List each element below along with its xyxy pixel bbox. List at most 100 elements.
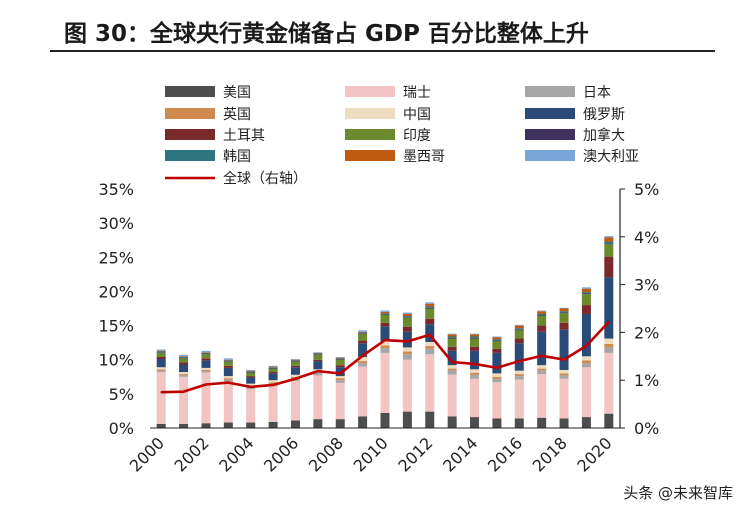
bar-segment-2010 [380, 310, 390, 312]
bar-segment-2002 [201, 372, 211, 424]
bar-segment-2006 [290, 359, 300, 361]
bar-segment-2005 [268, 367, 278, 368]
bar-segment-2020 [604, 352, 614, 414]
bar-segment-2018 [559, 308, 569, 312]
bar-segment-2002 [201, 354, 211, 359]
bar-segment-2012 [425, 354, 435, 412]
bar-segment-2007 [313, 353, 323, 355]
bar-segment-2010 [380, 326, 390, 342]
x-tick-label: 2012 [394, 433, 436, 475]
bar-segment-2002 [201, 423, 211, 428]
bar-segment-2017 [537, 316, 547, 326]
bar-segment-2009 [358, 363, 368, 367]
bar-segment-2015 [492, 382, 502, 419]
legend-swatch [165, 108, 215, 119]
bar-segment-2009 [358, 356, 368, 362]
bar-segment-2016 [514, 330, 524, 339]
bar-segment-2008 [335, 356, 345, 358]
bar-segment-2011 [402, 316, 412, 318]
bar-segment-2001 [179, 356, 189, 358]
bar-segment-2008 [335, 367, 345, 377]
bar-segment-2015 [492, 336, 502, 338]
bar-segment-2006 [290, 420, 300, 428]
bar-segment-2000 [156, 352, 166, 353]
bar-segment-2001 [179, 376, 189, 424]
bar-segment-2013 [447, 346, 457, 351]
bar-segment-2010 [380, 412, 390, 428]
bar-segment-2015 [492, 341, 502, 349]
bar-segment-2002 [201, 352, 211, 353]
bar-segment-2013 [447, 370, 457, 375]
bar-segment-2008 [335, 382, 345, 420]
bar-segment-2005 [268, 366, 278, 368]
bar-segment-2001 [179, 354, 189, 357]
bar-segment-2007 [313, 361, 323, 370]
bar-segment-2012 [425, 306, 435, 308]
bar-segment-2019 [581, 293, 591, 295]
bar-segment-2014 [470, 337, 480, 339]
bar-segment-2020 [604, 243, 614, 245]
legend-swatch [165, 129, 215, 140]
bar-segment-2000 [156, 356, 166, 360]
bar-segment-2009 [358, 333, 368, 341]
bar-segment-2013 [447, 368, 457, 371]
legend-label: 日本 [583, 85, 611, 101]
left-axis-tick-label: 25% [98, 248, 134, 267]
global-line-point-2009 [361, 355, 364, 357]
x-tick-label: 2006 [260, 433, 302, 475]
bar-segment-2013 [447, 334, 457, 337]
global-line-point-2015 [496, 366, 498, 369]
right-axis-tick-label: 1% [634, 371, 659, 390]
bar-segment-2012 [425, 307, 435, 309]
bar-segment-2014 [470, 369, 480, 373]
bar-segment-2016 [514, 343, 524, 371]
bar-segment-2018 [559, 312, 569, 314]
bar-segment-2016 [514, 324, 524, 326]
bar-segment-2011 [402, 326, 412, 332]
bar-segment-2020 [604, 277, 614, 339]
bar-segment-2018 [559, 418, 569, 428]
bar-segment-2002 [201, 369, 211, 372]
bar-segment-2018 [559, 313, 569, 323]
bar-segment-2011 [402, 317, 412, 327]
figure-title: 图 30：全球央行黄金储备占 GDP 百分比整体上升 [64, 21, 589, 47]
bar-segment-2014 [470, 372, 480, 375]
bar-segment-2015 [492, 352, 502, 374]
bar-segment-2010 [380, 313, 390, 315]
bar-segment-2013 [447, 336, 457, 338]
bar-segment-2001 [179, 374, 189, 376]
bar-segment-2014 [470, 346, 480, 351]
bar-segment-2018 [559, 311, 569, 313]
bar-segment-2000 [156, 350, 166, 352]
bar-segment-2002 [201, 350, 211, 353]
bar-segment-2020 [604, 237, 614, 242]
bar-segment-2014 [470, 350, 480, 370]
bar-segment-2000 [156, 359, 166, 368]
x-tick-label: 2008 [305, 433, 347, 475]
bar-segment-2006 [290, 365, 300, 368]
bar-segment-2008 [335, 378, 345, 381]
bar-segment-2008 [335, 419, 345, 428]
bar-segment-2010 [380, 313, 390, 314]
bar-segment-2012 [425, 324, 435, 342]
legend-label: 全球（右轴） [223, 170, 307, 187]
bar-segment-2003 [223, 378, 233, 380]
bar-segment-2015 [492, 339, 502, 341]
right-axis-tick-label: 2% [634, 323, 659, 342]
x-tick-label: 2016 [484, 433, 526, 475]
left-axis-tick-label: 15% [98, 317, 134, 336]
bar-segment-2019 [581, 288, 591, 293]
bar-segment-2004 [246, 372, 256, 373]
legend-label: 土耳其 [223, 128, 265, 144]
bar-segment-2016 [514, 370, 524, 375]
bar-segment-2019 [581, 356, 591, 361]
bar-segment-2007 [313, 372, 323, 376]
bar-segment-2004 [246, 369, 256, 371]
bar-segment-2007 [313, 352, 323, 353]
bar-segment-2006 [290, 374, 300, 377]
legend-label: 印度 [403, 128, 431, 144]
bar-segment-2003 [223, 361, 233, 362]
x-tick-label: 2014 [439, 433, 481, 475]
global-line-point-2011 [406, 340, 409, 343]
bar-segment-2018 [559, 373, 569, 376]
